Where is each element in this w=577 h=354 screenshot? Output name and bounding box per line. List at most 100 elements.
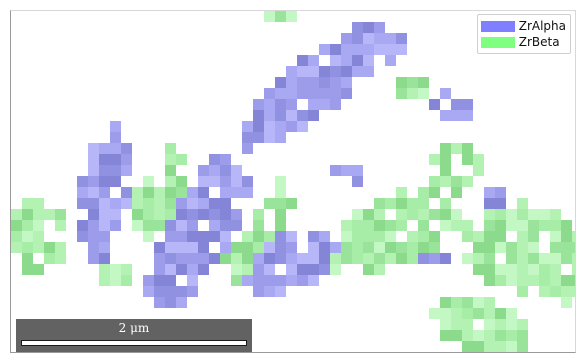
zrbeta-pixel bbox=[561, 242, 572, 253]
zrbeta-pixel bbox=[484, 242, 495, 253]
zrbeta-pixel bbox=[473, 341, 484, 352]
zrbeta-pixel bbox=[561, 253, 572, 264]
zralpha-pixel bbox=[308, 231, 319, 242]
zrbeta-pixel bbox=[418, 88, 429, 99]
zrbeta-pixel bbox=[231, 275, 242, 286]
zrbeta-pixel bbox=[462, 231, 473, 242]
zrbeta-pixel bbox=[517, 330, 528, 341]
zralpha-pixel bbox=[110, 143, 121, 154]
zrbeta-pixel bbox=[495, 308, 506, 319]
zrbeta-pixel bbox=[572, 275, 575, 286]
zralpha-pixel bbox=[121, 187, 132, 198]
zrbeta-pixel bbox=[506, 209, 517, 220]
zralpha-pixel bbox=[187, 275, 198, 286]
zralpha-pixel bbox=[308, 110, 319, 121]
zrbeta-pixel bbox=[528, 275, 539, 286]
zrbeta-pixel bbox=[143, 198, 154, 209]
zralpha-pixel bbox=[99, 242, 110, 253]
zrbeta-pixel bbox=[418, 242, 429, 253]
zralpha-pixel bbox=[154, 264, 165, 275]
zralpha-pixel bbox=[264, 286, 275, 297]
zralpha-pixel bbox=[330, 77, 341, 88]
zralpha-pixel bbox=[495, 187, 506, 198]
zralpha-pixel bbox=[275, 275, 286, 286]
zralpha-pixel bbox=[330, 55, 341, 66]
zrbeta-pixel bbox=[440, 209, 451, 220]
zralpha-pixel bbox=[198, 253, 209, 264]
zralpha-pixel bbox=[297, 121, 308, 132]
zrbeta-pixel bbox=[484, 209, 495, 220]
zrbeta-pixel bbox=[363, 242, 374, 253]
zralpha-pixel bbox=[264, 264, 275, 275]
zralpha-pixel bbox=[297, 77, 308, 88]
zralpha-pixel bbox=[99, 198, 110, 209]
zrbeta-pixel bbox=[165, 154, 176, 165]
zrbeta-pixel bbox=[407, 253, 418, 264]
zrbeta-pixel bbox=[440, 330, 451, 341]
zralpha-pixel bbox=[220, 220, 231, 231]
zralpha-pixel bbox=[308, 253, 319, 264]
zrbeta-pixel bbox=[110, 275, 121, 286]
zralpha-pixel bbox=[176, 209, 187, 220]
zralpha-pixel bbox=[286, 275, 297, 286]
zralpha-pixel bbox=[484, 187, 495, 198]
zrbeta-pixel bbox=[275, 220, 286, 231]
zrbeta-pixel bbox=[462, 319, 473, 330]
zralpha-pixel bbox=[341, 44, 352, 55]
zrbeta-pixel bbox=[33, 264, 44, 275]
zrbeta-pixel bbox=[231, 253, 242, 264]
zralpha-pixel bbox=[88, 154, 99, 165]
zralpha-pixel bbox=[88, 253, 99, 264]
zrbeta-pixel bbox=[429, 308, 440, 319]
zrbeta-pixel bbox=[506, 330, 517, 341]
zrbeta-pixel bbox=[33, 220, 44, 231]
zrbeta-pixel bbox=[264, 198, 275, 209]
zrbeta-pixel bbox=[484, 220, 495, 231]
zrbeta-pixel bbox=[473, 242, 484, 253]
zrbeta-pixel bbox=[418, 231, 429, 242]
zrbeta-pixel bbox=[11, 242, 22, 253]
zralpha-pixel bbox=[165, 220, 176, 231]
zrbeta-pixel bbox=[506, 319, 517, 330]
zralpha-pixel bbox=[352, 66, 363, 77]
zrbeta-pixel bbox=[418, 187, 429, 198]
zrbeta-pixel bbox=[374, 198, 385, 209]
zrbeta-pixel bbox=[132, 198, 143, 209]
zrbeta-pixel bbox=[231, 264, 242, 275]
zrbeta-pixel bbox=[154, 198, 165, 209]
zralpha-pixel bbox=[286, 121, 297, 132]
zrbeta-pixel bbox=[517, 242, 528, 253]
zrbeta-pixel bbox=[451, 220, 462, 231]
zralpha-pixel bbox=[418, 253, 429, 264]
zrbeta-pixel bbox=[473, 330, 484, 341]
zrbeta-pixel bbox=[462, 341, 473, 352]
zralpha-pixel bbox=[187, 209, 198, 220]
zralpha-pixel bbox=[385, 33, 396, 44]
zrbeta-pixel bbox=[561, 231, 572, 242]
zralpha-pixel bbox=[187, 253, 198, 264]
zralpha-pixel bbox=[242, 143, 253, 154]
zrbeta-pixel bbox=[462, 308, 473, 319]
zrbeta-pixel bbox=[55, 242, 66, 253]
zrbeta-pixel bbox=[275, 187, 286, 198]
zrbeta-pixel bbox=[484, 341, 495, 352]
zrbeta-pixel bbox=[176, 154, 187, 165]
zrbeta-pixel bbox=[242, 231, 253, 242]
zralpha-pixel bbox=[209, 165, 220, 176]
zralpha-pixel bbox=[176, 253, 187, 264]
zrbeta-pixel bbox=[451, 308, 462, 319]
zrbeta-pixel bbox=[462, 176, 473, 187]
zrbeta-pixel bbox=[55, 220, 66, 231]
zralpha-pixel bbox=[330, 242, 341, 253]
zralpha-pixel bbox=[209, 176, 220, 187]
zrbeta-pixel bbox=[363, 253, 374, 264]
zrbeta-pixel bbox=[517, 275, 528, 286]
zralpha-pixel bbox=[220, 187, 231, 198]
zrbeta-pixel bbox=[341, 220, 352, 231]
zrbeta-pixel bbox=[253, 220, 264, 231]
zralpha-pixel bbox=[88, 220, 99, 231]
zrbeta-pixel bbox=[495, 264, 506, 275]
zrbeta-pixel bbox=[275, 11, 286, 22]
zrbeta-pixel bbox=[495, 231, 506, 242]
zralpha-pixel bbox=[253, 121, 264, 132]
